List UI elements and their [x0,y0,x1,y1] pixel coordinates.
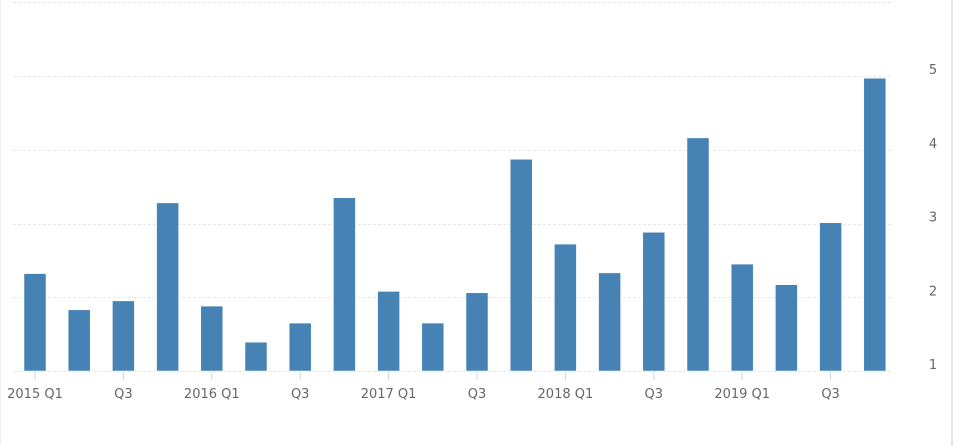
bar-2015-q4[interactable] [156,202,179,372]
bar-2018-q2[interactable] [598,272,621,372]
bar-2016-q1[interactable] [200,305,224,372]
x-tick-label: 2015 Q1 [7,387,63,402]
y-tick-label: 3 [929,211,937,226]
bar-2018-q1[interactable] [554,243,577,372]
x-tick-label: Q3 [291,387,310,402]
bar-2017-q2[interactable] [421,322,445,372]
bar-2017-q3[interactable] [465,292,489,372]
x-tick-label: 2018 Q1 [538,387,594,402]
gridlines [13,2,893,372]
x-tick-label: Q3 [645,387,664,402]
x-axis: 2015 Q1 Q3 2016 Q1 Q3 2017 Q1 Q3 2018 Q1 Q3 2019… [7,372,840,402]
bar-2019-q1[interactable] [730,263,754,372]
bar-2016-q3[interactable] [288,322,312,372]
bar-series [23,77,887,372]
y-tick-label: 5 [929,63,937,78]
bar-2015-q1[interactable] [23,273,47,372]
bar-2018-q3[interactable] [642,232,666,372]
y-axis: 1 2 3 4 5 [929,63,937,373]
y-tick-label: 2 [929,284,937,299]
bar-2019-q3[interactable] [819,222,842,372]
bar-2015-q3[interactable] [112,300,135,372]
bar-2019-q4[interactable] [863,77,887,372]
bar-2016-q4[interactable] [333,197,356,372]
x-tick-label: 2017 Q1 [361,387,417,402]
bar-2019-q2[interactable] [775,284,798,372]
x-tick-label: Q3 [821,387,840,402]
bar-2017-q1[interactable] [377,291,400,372]
y-tick-label: 1 [929,358,937,373]
chart-frame-left [0,0,1,446]
x-tick-label: 2019 Q1 [714,387,770,402]
bar-2018-q4[interactable] [686,137,710,372]
bar-2017-q4[interactable] [509,159,533,372]
bar-2016-q2[interactable] [244,341,268,372]
y-tick-label: 4 [929,137,937,152]
x-tick-label: Q3 [468,387,487,402]
x-tick-label: Q3 [114,387,133,402]
x-tick-label: 2016 Q1 [184,387,240,402]
bar-2015-q2[interactable] [67,309,91,372]
chart-frame-right [951,0,953,446]
